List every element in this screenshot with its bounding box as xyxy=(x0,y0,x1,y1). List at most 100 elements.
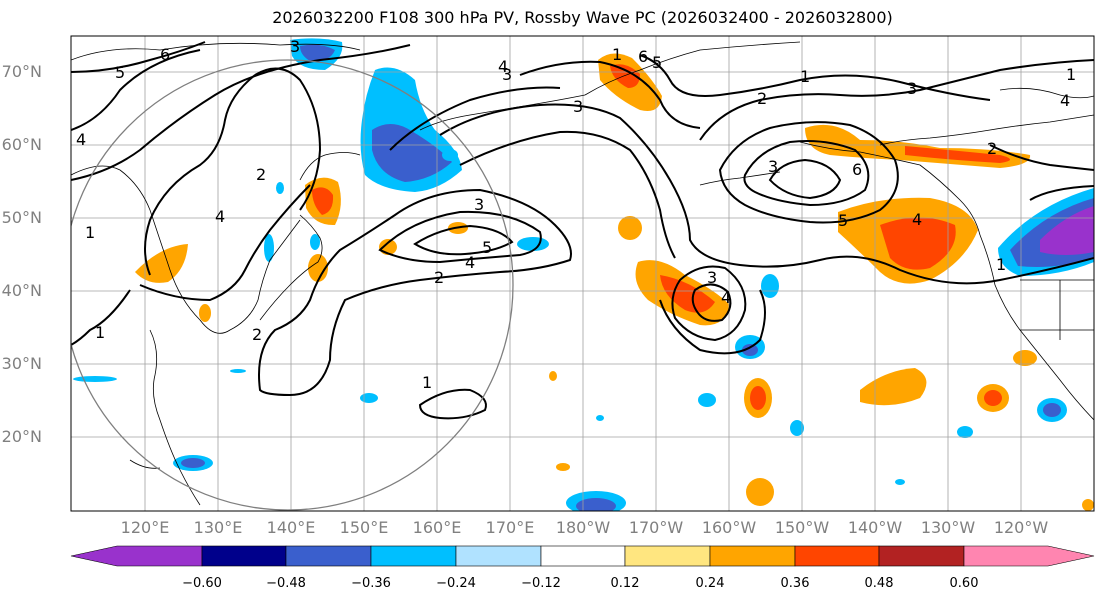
negative-anomaly-small xyxy=(1043,403,1061,417)
colorbar-tick-label: −0.36 xyxy=(351,576,391,591)
negative-anomaly-small xyxy=(742,344,758,356)
contour-label: 2 xyxy=(434,268,444,287)
colorbar-cell xyxy=(70,545,203,567)
contour-label: 2 xyxy=(987,139,997,158)
positive-anomaly-gulf-alaska-core xyxy=(880,217,956,270)
negative-anomaly-small xyxy=(576,498,616,511)
longitude-label: 170°W xyxy=(628,518,684,537)
contour-label: 1 xyxy=(85,223,95,242)
contour-label: 2 xyxy=(256,165,266,184)
latitude-label: 70°N xyxy=(1,62,42,81)
contour-label: 1 xyxy=(422,373,432,392)
negative-anomaly-small xyxy=(957,426,973,438)
contour-label: 1 xyxy=(612,45,622,64)
contour-label: 1 xyxy=(800,67,810,86)
negative-anomaly-small xyxy=(698,393,716,407)
colorbar xyxy=(70,545,1095,567)
colorbar-tick-label: 0.48 xyxy=(864,576,894,591)
longitude-label: 160°E xyxy=(412,518,462,537)
negative-anomaly-small xyxy=(230,369,246,373)
contour-label: 4 xyxy=(721,288,731,307)
contour-label: 5 xyxy=(115,63,125,82)
longitude-label: 170°E xyxy=(485,518,535,537)
colorbar-cell xyxy=(794,545,880,567)
colorbar-tick-label: −0.24 xyxy=(436,576,476,591)
negative-anomaly-small xyxy=(264,234,274,262)
negative-anomaly-small xyxy=(596,415,604,421)
contour-label: 3 xyxy=(290,37,300,56)
latitude-label: 50°N xyxy=(1,208,42,227)
contour-label: 6 xyxy=(160,45,170,64)
colorbar-cell xyxy=(878,545,965,567)
negative-anomaly-small xyxy=(73,376,117,382)
contour-label: 5 xyxy=(482,238,492,257)
colorbar-tick-label: −0.12 xyxy=(521,576,561,591)
contour-label: 6 xyxy=(638,47,648,66)
longitude-label: 120°W xyxy=(993,518,1049,537)
contour-label: 4 xyxy=(76,130,86,149)
contour-label: 3 xyxy=(573,97,583,116)
contour-label: 6 xyxy=(852,160,862,179)
positive-anomaly-central-pacific-core xyxy=(660,275,715,313)
graticule xyxy=(71,36,1094,511)
longitude-label: 140°E xyxy=(266,518,316,537)
contour-label: 5 xyxy=(838,211,848,230)
longitude-label: 130°E xyxy=(193,518,243,537)
coastlines xyxy=(71,41,1094,506)
contour-label-layer: 5 6 4 4 3 2 2 1 5 4 1 1 4 3 3 6 5 1 2 3 … xyxy=(76,37,1076,392)
colorbar-cell xyxy=(540,545,626,567)
longitude-label: 150°W xyxy=(774,518,830,537)
contour-label: 4 xyxy=(912,210,922,229)
negative-anomaly-small xyxy=(276,182,284,194)
latitude-label: 60°N xyxy=(1,135,42,154)
colorbar-tick-label: 0.36 xyxy=(780,576,810,591)
contour-label: 4 xyxy=(215,207,225,226)
longitude-label: 120°E xyxy=(120,518,170,537)
colorbar-tick-label: 0.24 xyxy=(695,576,725,591)
colorbar-cell xyxy=(963,545,1095,567)
longitude-label: 180°W xyxy=(555,518,611,537)
longitude-label: 140°W xyxy=(847,518,903,537)
contour-label: 4 xyxy=(465,253,475,272)
negative-anomaly-small xyxy=(517,237,549,251)
positive-anomaly-small xyxy=(618,216,642,240)
contour-label: 5 xyxy=(652,53,662,72)
positive-anomaly-small xyxy=(556,463,570,471)
colorbar-cell xyxy=(709,545,796,567)
positive-anomaly-bering-core xyxy=(610,64,640,88)
contour-label: 3 xyxy=(474,195,484,214)
colorbar-cell xyxy=(455,545,542,567)
negative-anomaly-small xyxy=(360,393,378,403)
colorbar-tick-label: −0.60 xyxy=(182,576,222,591)
positive-anomaly-small xyxy=(746,478,774,506)
map-title: 2026032200 F108 300 hPa PV, Rossby Wave … xyxy=(272,8,893,27)
pv-contours xyxy=(71,41,1094,420)
positive-anomaly-small xyxy=(1082,499,1094,511)
positive-anomaly-alaska-coast-core xyxy=(905,146,1010,163)
contour-label: 1 xyxy=(1066,65,1076,84)
positive-anomaly-small xyxy=(308,254,328,282)
colorbar-cell xyxy=(201,545,287,567)
contour-label: 3 xyxy=(707,268,717,287)
colorbar-cell xyxy=(624,545,711,567)
latitude-label: 30°N xyxy=(1,354,42,373)
positive-anomaly-small xyxy=(549,371,557,381)
contour-label: 2 xyxy=(252,325,262,344)
negative-anomaly-small xyxy=(181,458,205,468)
contour-label: 3 xyxy=(768,157,778,176)
positive-anomaly-small xyxy=(1013,350,1037,366)
contour-label: 2 xyxy=(757,89,767,108)
colorbar-tick-label: 0.60 xyxy=(949,576,979,591)
negative-anomaly-arctic-core xyxy=(300,44,335,62)
contour-label: 1 xyxy=(95,323,105,342)
latitude-label: 20°N xyxy=(1,427,42,446)
colorbar-cell xyxy=(370,545,457,567)
colorbar-tick-label: 0.12 xyxy=(610,576,640,591)
colorbar-cell xyxy=(285,545,372,567)
longitude-label: 150°E xyxy=(339,518,389,537)
negative-anomaly-small xyxy=(790,420,804,436)
positive-anomaly-small xyxy=(860,368,927,406)
contour-label: 1 xyxy=(996,255,1006,274)
contour-label: 4 xyxy=(1060,91,1070,110)
